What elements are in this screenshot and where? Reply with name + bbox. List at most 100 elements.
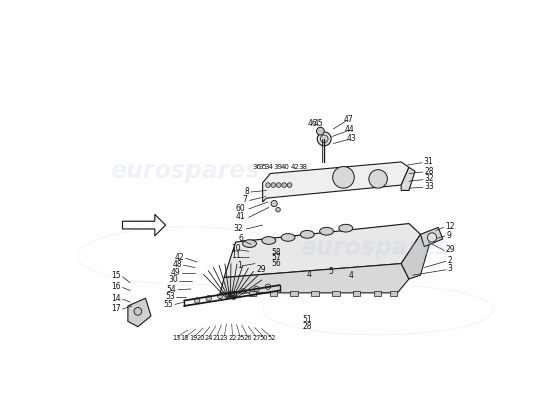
Text: 5: 5 bbox=[328, 267, 333, 276]
Text: eurospares: eurospares bbox=[109, 159, 259, 183]
Text: 39: 39 bbox=[273, 164, 283, 170]
Text: 57: 57 bbox=[272, 253, 282, 262]
Polygon shape bbox=[402, 234, 431, 279]
Text: 27: 27 bbox=[252, 334, 261, 340]
Circle shape bbox=[287, 183, 292, 187]
Circle shape bbox=[427, 233, 437, 242]
Polygon shape bbox=[263, 162, 409, 202]
Text: 13: 13 bbox=[172, 334, 180, 340]
Text: 44: 44 bbox=[345, 125, 355, 134]
Polygon shape bbox=[220, 264, 409, 293]
Text: 24: 24 bbox=[205, 334, 213, 340]
Bar bbox=[228, 290, 235, 296]
Text: eurospares: eurospares bbox=[300, 236, 450, 260]
Text: 25: 25 bbox=[236, 334, 245, 340]
Text: 49: 49 bbox=[170, 268, 180, 276]
Text: 4: 4 bbox=[306, 270, 311, 279]
Circle shape bbox=[317, 127, 324, 135]
Circle shape bbox=[218, 293, 223, 299]
Text: 43: 43 bbox=[346, 134, 356, 143]
Ellipse shape bbox=[339, 224, 353, 232]
Text: 52: 52 bbox=[268, 334, 276, 340]
Text: 26: 26 bbox=[244, 334, 252, 340]
Text: 30: 30 bbox=[168, 275, 178, 284]
Text: 31: 31 bbox=[424, 158, 433, 166]
Circle shape bbox=[276, 207, 280, 212]
Text: 4: 4 bbox=[349, 271, 354, 280]
Text: 45: 45 bbox=[314, 119, 324, 128]
Text: 2: 2 bbox=[448, 256, 452, 265]
Text: 22: 22 bbox=[228, 334, 237, 340]
Text: 19: 19 bbox=[189, 334, 197, 340]
Text: 53: 53 bbox=[165, 292, 175, 301]
Bar bbox=[373, 290, 381, 296]
Text: 15: 15 bbox=[111, 272, 121, 280]
Circle shape bbox=[333, 166, 354, 188]
Ellipse shape bbox=[281, 234, 295, 241]
Circle shape bbox=[277, 183, 281, 187]
Circle shape bbox=[266, 183, 271, 187]
Text: 28: 28 bbox=[425, 167, 434, 176]
Text: 34: 34 bbox=[265, 164, 273, 170]
Ellipse shape bbox=[262, 237, 276, 244]
Polygon shape bbox=[224, 224, 421, 278]
Text: 32: 32 bbox=[234, 224, 243, 234]
Text: 46: 46 bbox=[308, 119, 317, 128]
Circle shape bbox=[271, 183, 276, 187]
Text: 29: 29 bbox=[256, 265, 266, 274]
Bar bbox=[332, 290, 340, 296]
Text: 20: 20 bbox=[197, 334, 205, 340]
Text: 58: 58 bbox=[272, 248, 281, 256]
Bar bbox=[389, 290, 397, 296]
Polygon shape bbox=[128, 298, 151, 327]
Text: 32: 32 bbox=[425, 174, 434, 183]
Bar bbox=[290, 290, 298, 296]
Text: 12: 12 bbox=[445, 222, 455, 231]
Bar bbox=[311, 290, 319, 296]
Text: 8: 8 bbox=[244, 187, 249, 196]
Text: 51: 51 bbox=[302, 314, 312, 324]
Text: 40: 40 bbox=[280, 164, 289, 170]
Text: 55: 55 bbox=[163, 300, 173, 309]
Text: 3: 3 bbox=[448, 264, 452, 274]
Text: 23: 23 bbox=[220, 334, 228, 340]
Text: 18: 18 bbox=[180, 334, 189, 340]
Text: 9: 9 bbox=[447, 231, 452, 240]
Circle shape bbox=[271, 200, 277, 207]
Circle shape bbox=[195, 298, 200, 303]
Bar bbox=[353, 290, 360, 296]
Text: 1: 1 bbox=[237, 262, 242, 270]
Circle shape bbox=[317, 132, 331, 146]
Text: 47: 47 bbox=[344, 115, 354, 124]
Text: 38: 38 bbox=[298, 164, 307, 170]
Text: 29: 29 bbox=[446, 245, 455, 254]
Ellipse shape bbox=[320, 228, 333, 235]
Text: 36: 36 bbox=[252, 164, 261, 170]
Text: 35: 35 bbox=[258, 164, 267, 170]
Circle shape bbox=[134, 308, 142, 315]
Text: 41: 41 bbox=[236, 212, 246, 221]
Circle shape bbox=[254, 286, 259, 292]
Text: 28: 28 bbox=[302, 322, 312, 331]
Text: 42: 42 bbox=[174, 253, 184, 262]
Circle shape bbox=[229, 291, 234, 296]
Circle shape bbox=[282, 183, 287, 187]
Text: 60: 60 bbox=[236, 204, 246, 213]
Text: 17: 17 bbox=[111, 304, 121, 313]
Text: 50: 50 bbox=[260, 334, 268, 340]
Text: 54: 54 bbox=[167, 284, 177, 294]
Circle shape bbox=[206, 296, 211, 301]
Text: 33: 33 bbox=[425, 182, 434, 191]
Text: 16: 16 bbox=[111, 282, 121, 291]
Circle shape bbox=[265, 284, 271, 289]
Text: 42: 42 bbox=[290, 164, 299, 170]
Text: 6: 6 bbox=[239, 234, 244, 244]
Text: 14: 14 bbox=[111, 294, 121, 303]
Text: 21: 21 bbox=[212, 334, 221, 340]
Ellipse shape bbox=[243, 240, 256, 248]
Bar bbox=[249, 290, 256, 296]
Ellipse shape bbox=[300, 230, 314, 238]
Polygon shape bbox=[402, 167, 415, 190]
Text: 48: 48 bbox=[172, 260, 182, 269]
Polygon shape bbox=[421, 228, 443, 247]
